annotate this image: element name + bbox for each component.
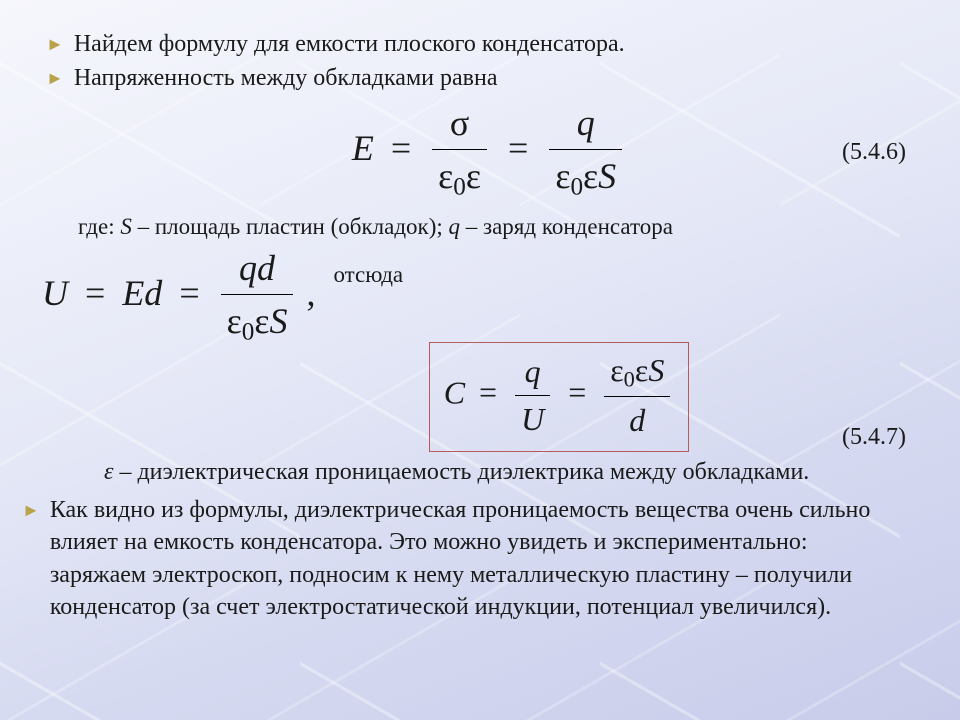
eq-sign: = [391, 128, 411, 168]
slide: ► Найдем формулу для емкости плоского ко… [0, 0, 960, 720]
ueq-den-S: S [269, 301, 287, 341]
bullet-icon: ► [46, 62, 64, 94]
bullet-icon: ► [22, 494, 40, 526]
eq546-number: (5.4.6) [842, 136, 906, 168]
equation-u: U = Ed = qd ε0εS , отсюда [42, 244, 906, 350]
eq547-f2-num-e0: ε [610, 352, 623, 388]
eq546-f2-den-e0: ε [555, 156, 570, 196]
ueq-num-q: q [239, 248, 257, 288]
equation-547-box: C = q U = ε0εS d [429, 342, 690, 452]
epsilon-line: ε – диэлектрическая проницаемость диэлек… [48, 456, 906, 488]
ueq-den-e0: ε [227, 301, 242, 341]
where-S-text: – площадь пластин (обкладок); [132, 214, 449, 239]
bullet-row-1: ► Найдем формулу для емкости плоского ко… [72, 28, 906, 60]
equation-547: C = q U = ε0εS d (5.4.7) [72, 342, 906, 452]
eq-sign: = [508, 128, 528, 168]
where-prefix: где: [78, 214, 120, 239]
eq547-f1-num: q [515, 350, 550, 395]
eq546-f2-den-e: ε [583, 156, 598, 196]
eq546-f2-den-S: S [598, 156, 616, 196]
eq-sign: = [568, 374, 586, 410]
ueq-num-d: d [257, 248, 275, 288]
eq-sign: = [179, 273, 199, 313]
bullet-icon: ► [46, 28, 64, 60]
bullet-row-2: ► Напряженность между обкладками равна [72, 62, 906, 94]
bullet-text-2: Напряженность между обкладками равна [74, 62, 498, 94]
eq547-f2-num-e0-sub: 0 [624, 366, 635, 391]
where-line: где: S – площадь пластин (обкладок); q –… [78, 211, 906, 242]
eq547-f2-num-S: S [648, 352, 664, 388]
where-q-text: – заряд конденсатора [460, 214, 673, 239]
where-q: q [449, 214, 461, 239]
bullet-row-3: ► Как видно из формулы, диэлектрическая … [48, 494, 906, 624]
where-S: S [120, 214, 132, 239]
eps-text: – диэлектрическая проницаемость диэлектр… [113, 459, 809, 485]
eq546-lhs: E [352, 128, 374, 168]
ueq-ots: отсюда [333, 259, 403, 290]
eq546-f1-den-e: ε [466, 156, 481, 196]
eq547-number: (5.4.7) [842, 421, 906, 453]
equation-546: E = σ ε0ε = q ε0εS (5.4.6) [72, 99, 906, 205]
bullet-text-3: Как видно из формулы, диэлектрическая пр… [50, 494, 906, 624]
eq546-f1-num: σ [432, 99, 487, 150]
eq547-f2-den: d [604, 396, 670, 442]
eq546-f1-den-e0-sub: 0 [453, 174, 466, 201]
eq546-f2-num: q [549, 99, 622, 150]
ueq-den-e: ε [254, 301, 269, 341]
eq547-lhs: C [444, 374, 465, 410]
eq-sign: = [479, 374, 497, 410]
eq547-f1-den: U [515, 395, 550, 441]
eq546-f2-den-e0-sub: 0 [570, 174, 583, 201]
ueq-comma: , [306, 273, 315, 313]
ueq-ed: Ed [122, 273, 162, 313]
eq-sign: = [85, 273, 105, 313]
eq547-f2-num-e: ε [635, 352, 648, 388]
bullet-text-1: Найдем формулу для емкости плоского конд… [74, 28, 625, 60]
eq546-f1-den-e0: ε [438, 156, 453, 196]
ueq-lhs: U [42, 273, 68, 313]
